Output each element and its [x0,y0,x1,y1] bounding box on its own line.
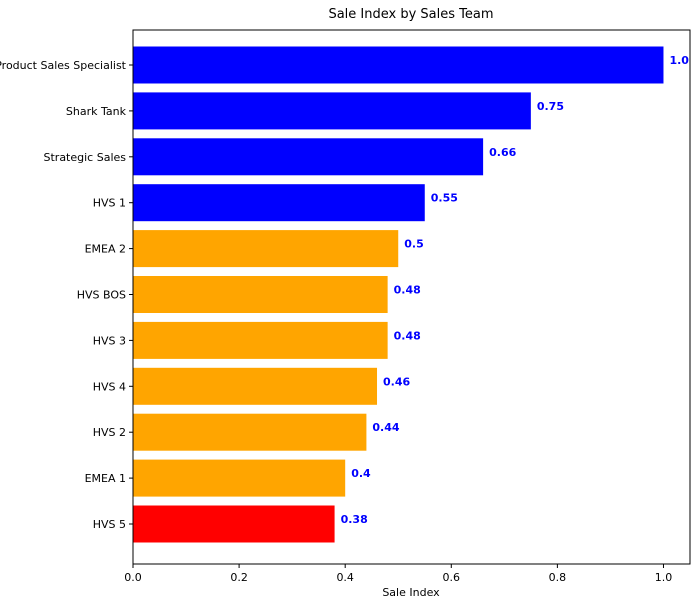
bar-value-label: 0.4 [351,467,371,480]
plot-frame [132,29,691,565]
bar-value-label: 0.48 [394,329,421,342]
bar-value-label: 0.66 [489,146,516,159]
x-tick-label: 0.0 [124,571,142,584]
x-axis-ticks: 0.0 0.2 0.4 0.6 0.8 1.0 [124,564,672,584]
y-tick-label: HVS 3 [93,334,126,347]
bar [133,367,378,405]
y-tick-label: HVS 4 [93,380,126,393]
bar [133,413,367,451]
y-tick-label: Shark Tank [66,105,127,118]
y-axis-ticks: Product Sales Specialist Shark Tank Strate… [0,59,133,531]
bar-value-label: 1.0 [669,54,689,67]
bar-value-label: 0.55 [431,192,458,205]
bar [133,138,484,176]
bar-value-label: 0.5 [404,238,424,251]
bar [133,92,531,130]
x-tick-label: 0.4 [336,571,354,584]
bar [133,321,388,359]
bars-layer [133,46,664,543]
bar-value-label: 0.38 [341,513,368,526]
bar-value-label: 0.75 [537,100,564,113]
y-tick-label: Strategic Sales [44,151,127,164]
x-axis-label: Sale Index [382,586,440,599]
bar-value-label: 0.46 [383,375,410,388]
x-tick-label: 1.0 [655,571,673,584]
bar [133,230,399,268]
bar-value-label: 0.48 [394,284,421,297]
bar-value-label: 0.44 [372,421,399,434]
bar [133,459,346,497]
y-tick-label: HVS BOS [77,289,126,302]
x-tick-label: 0.2 [230,571,248,584]
y-tick-label: HVS 1 [93,197,126,210]
bar [133,46,664,84]
y-tick-label: EMEA 2 [85,243,126,256]
x-tick-label: 0.6 [443,571,461,584]
y-tick-label: HVS 2 [93,426,126,439]
bar [133,184,425,222]
bar [133,505,335,543]
y-tick-label: HVS 5 [93,518,126,531]
chart-title: Sale Index by Sales Team [328,7,493,22]
x-tick-label: 0.8 [549,571,567,584]
bar [133,276,388,313]
data-labels-layer: 1.0 0.75 0.66 0.55 0.5 0.48 0.48 0.46 0.44 0.4 0.3… [341,54,690,526]
y-tick-label: Product Sales Specialist [0,59,127,72]
y-tick-label: EMEA 1 [85,472,126,485]
